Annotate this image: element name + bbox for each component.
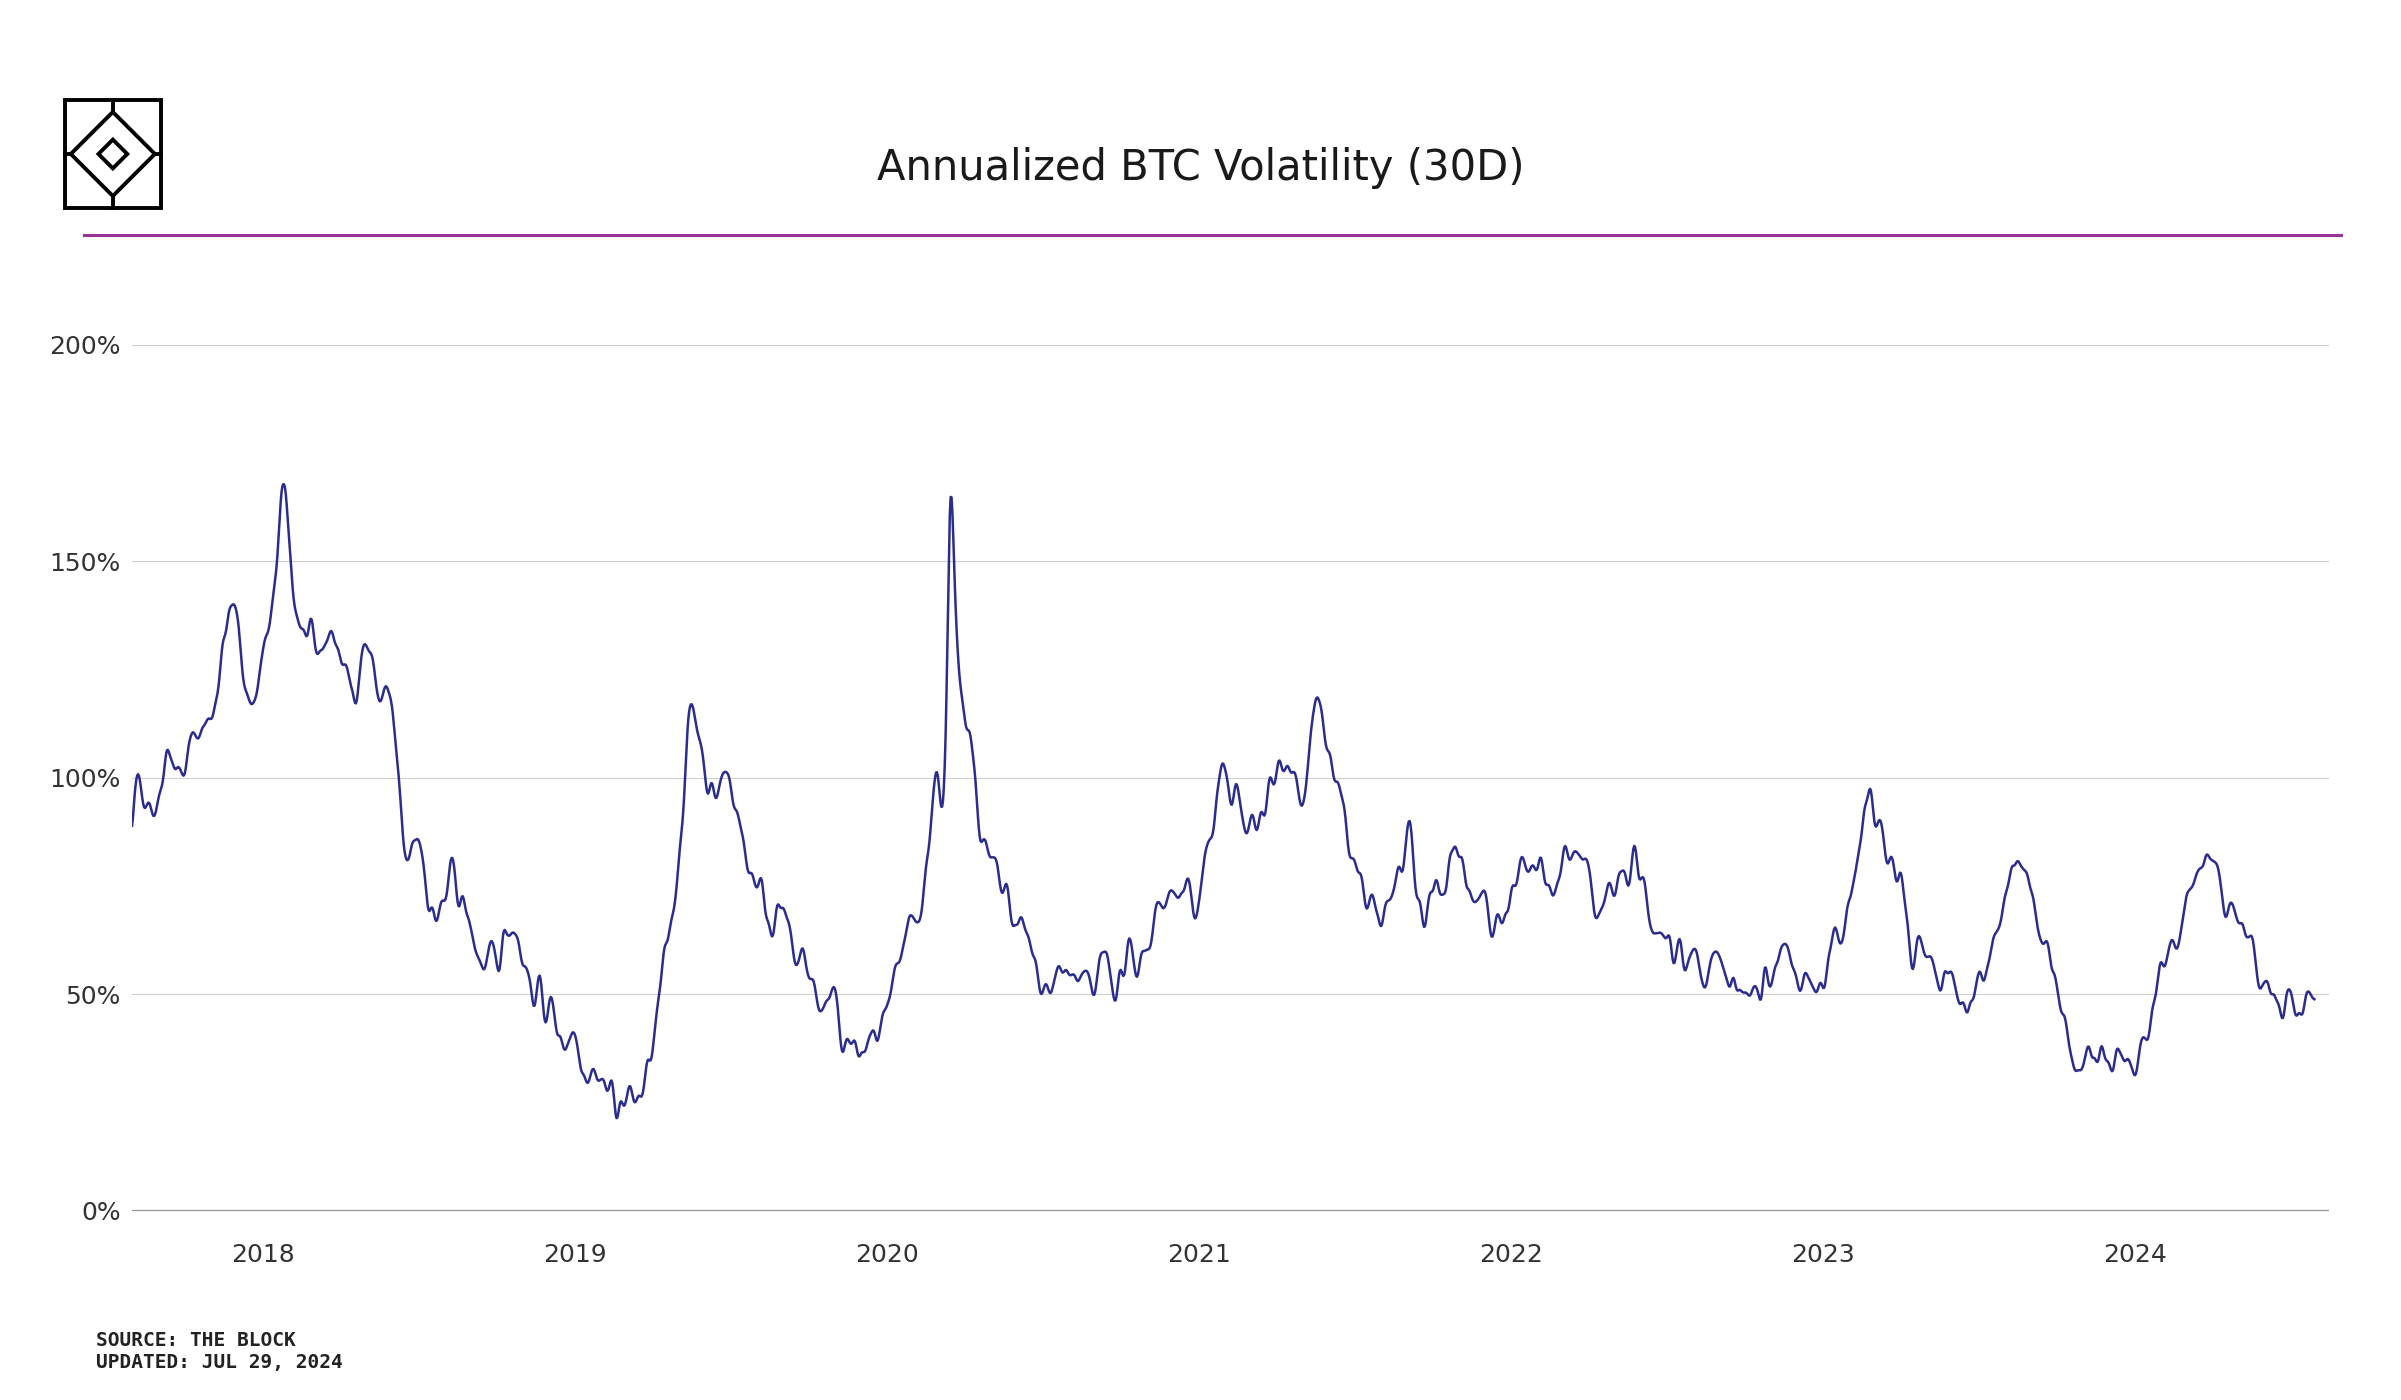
Text: Annualized BTC Volatility (30D): Annualized BTC Volatility (30D) [876,147,1525,189]
Text: SOURCE: THE BLOCK
UPDATED: JUL 29, 2024: SOURCE: THE BLOCK UPDATED: JUL 29, 2024 [96,1331,343,1372]
